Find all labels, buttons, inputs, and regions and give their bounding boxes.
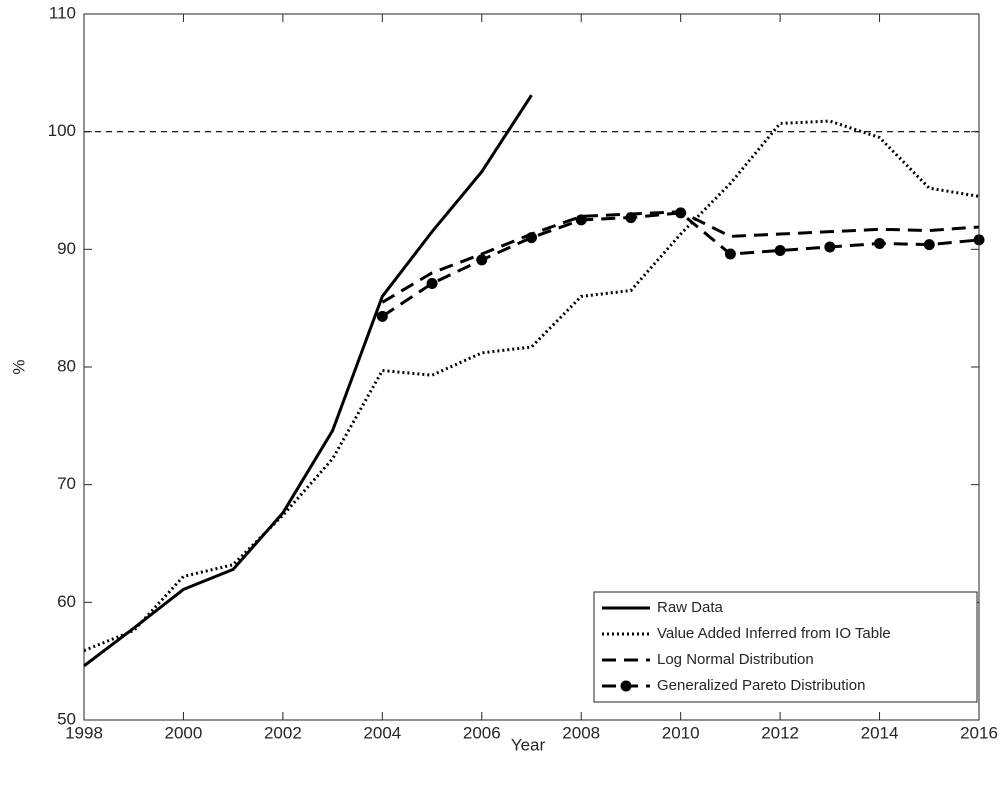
marker <box>724 248 736 260</box>
x-tick-label: 2002 <box>264 723 302 742</box>
legend-label: Value Added Inferred from IO Table <box>657 625 891 642</box>
marker <box>874 237 886 249</box>
legend-label: Raw Data <box>657 599 724 616</box>
marker <box>426 277 438 289</box>
plot-frame <box>83 13 980 721</box>
legend-label: Generalized Pareto Distribution <box>657 677 865 694</box>
marker <box>774 245 786 257</box>
marker <box>625 212 637 224</box>
line-series <box>83 94 533 668</box>
legend-box <box>593 591 978 703</box>
legend-marker <box>620 680 632 692</box>
x-tick-label: 2016 <box>960 723 998 742</box>
x-tick-label: 2006 <box>463 723 501 742</box>
marker <box>824 241 836 253</box>
y-tick-label: 90 <box>57 239 76 258</box>
x-tick-label: 2004 <box>363 723 401 742</box>
marker <box>675 207 687 219</box>
x-tick-label: 2012 <box>761 723 799 742</box>
marker <box>476 254 488 266</box>
marker <box>526 232 537 244</box>
x-tick-label: 2014 <box>861 723 899 742</box>
marker <box>575 214 587 226</box>
y-tick-label: 80 <box>57 356 76 375</box>
marker <box>923 239 935 251</box>
x-tick-label: 2000 <box>165 723 203 742</box>
y-tick-label: 70 <box>57 474 76 493</box>
legend-label: Log Normal Distribution <box>657 651 814 668</box>
x-tick-label: 2008 <box>562 723 600 742</box>
y-tick-label: 50 <box>57 709 76 728</box>
x-tick-label: 2010 <box>662 723 700 742</box>
marker <box>376 310 388 322</box>
y-axis-label: % <box>9 359 28 374</box>
y-tick-label: 60 <box>57 592 76 611</box>
x-tick-label: 1998 <box>65 723 103 742</box>
x-axis-label: Year <box>511 735 546 754</box>
y-tick-label: 110 <box>49 3 76 22</box>
y-tick-label: 100 <box>48 121 76 140</box>
